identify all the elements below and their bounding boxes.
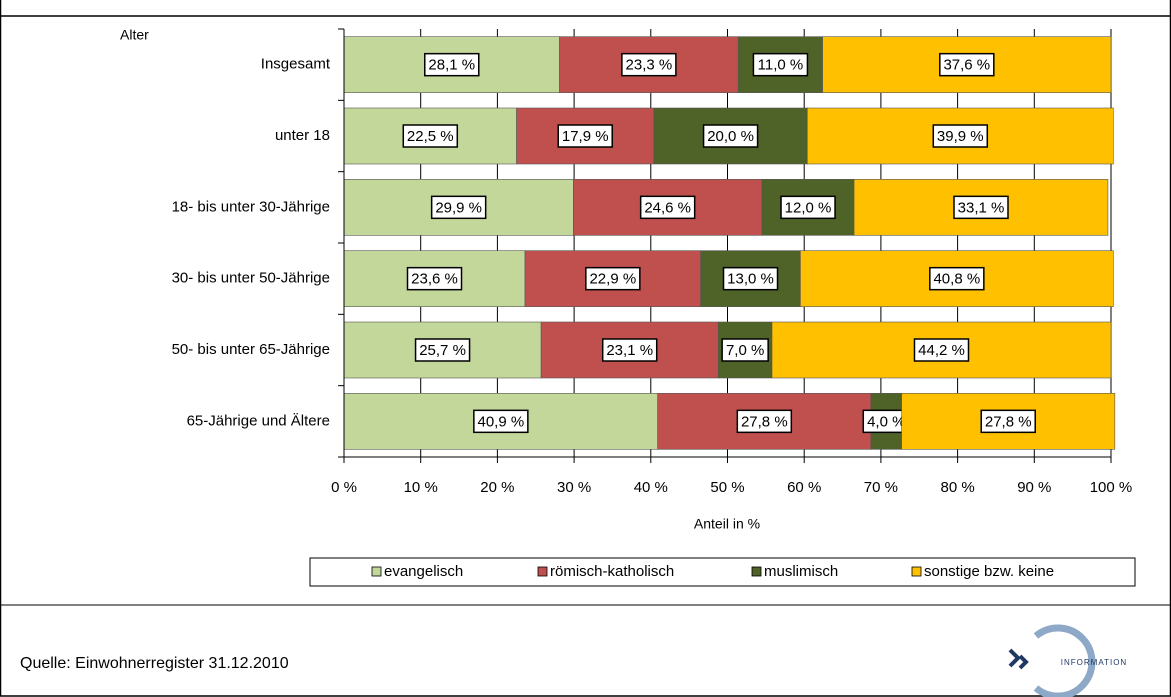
value-label: 29,9 % <box>435 199 482 216</box>
legend-marker <box>371 566 382 577</box>
value-label: 23,3 % <box>626 57 673 74</box>
value-label-box <box>736 409 793 434</box>
y-tick-label: Insgesamt <box>261 56 331 73</box>
value-label-box <box>406 266 463 291</box>
value-label: 22,5 % <box>407 128 454 145</box>
value-label-box <box>702 124 759 148</box>
value-label-box <box>780 195 836 220</box>
value-label-box <box>621 52 677 77</box>
value-label: 23,6 % <box>411 271 458 288</box>
x-axis-title: Anteil in % <box>694 516 760 532</box>
y-tick-label: 30- bis unter 50-Jährige <box>172 270 330 287</box>
x-tick-label: 10 % <box>404 479 438 496</box>
value-label: 44,2 % <box>918 342 965 359</box>
value-label: 25,7 % <box>419 342 466 359</box>
value-label-box <box>953 195 1009 220</box>
x-tick-label: 50 % <box>710 479 744 496</box>
value-label-box <box>721 338 769 362</box>
x-tick-label: 30 % <box>557 479 591 496</box>
value-label-box <box>601 338 658 362</box>
value-label: 24,6 % <box>644 199 691 216</box>
x-tick-label: 90 % <box>1017 479 1051 496</box>
legend-marker <box>537 566 548 577</box>
value-label: 39,9 % <box>937 128 984 145</box>
logo-arc <box>1033 624 1096 697</box>
value-label: 27,8 % <box>985 413 1032 430</box>
value-label-box <box>929 266 985 291</box>
x-tick-label: 70 % <box>864 479 898 496</box>
logo-arrow <box>1008 648 1029 670</box>
x-tick-label: 60 % <box>787 479 821 496</box>
legend-label: römisch-katholisch <box>550 563 674 580</box>
value-label-box <box>557 124 613 148</box>
y-tick-label: 50- bis unter 65-Jährige <box>172 341 330 358</box>
value-label: 33,1 % <box>958 199 1005 216</box>
y-tick-label: 18- bis unter 30-Jährige <box>172 198 330 215</box>
value-label: 11,0 % <box>758 57 804 74</box>
value-label: 40,9 % <box>477 413 524 430</box>
value-label: 7,0 % <box>726 342 764 359</box>
value-label: 13,0 % <box>727 271 774 288</box>
legend-marker <box>751 566 762 577</box>
value-label: 37,6 % <box>943 57 990 74</box>
value-label: 4,0 % <box>867 413 905 430</box>
x-tick-label: 0 % <box>331 479 357 496</box>
legend-box <box>309 557 1136 587</box>
value-label-box <box>639 195 696 220</box>
value-label-box <box>424 52 480 77</box>
value-label-box <box>932 124 989 148</box>
value-label-box <box>939 52 995 77</box>
value-label: 23,1 % <box>606 342 653 359</box>
legend-marker <box>911 566 922 577</box>
value-label: 27,8 % <box>741 413 788 430</box>
category-axis-title: Alter <box>120 27 149 43</box>
logo-text: INFORMATION <box>1061 658 1127 667</box>
value-label-box <box>585 266 641 291</box>
value-label: 12,0 % <box>785 199 832 216</box>
legend-label: muslimisch <box>764 563 838 580</box>
value-label-box <box>414 338 471 362</box>
value-label: 20,0 % <box>707 128 754 145</box>
value-label: 22,9 % <box>589 271 636 288</box>
value-label-box <box>980 409 1036 434</box>
value-label-box <box>473 409 529 434</box>
x-tick-label: 40 % <box>634 479 668 496</box>
x-tick-label: 20 % <box>480 479 514 496</box>
x-tick-label: 80 % <box>940 479 974 496</box>
value-label-box <box>752 52 809 77</box>
value-label: 17,9 % <box>562 128 609 145</box>
y-tick-label: 65-Jährige und Ältere <box>187 412 330 429</box>
value-label: 40,8 % <box>933 271 980 288</box>
value-label: 28,1 % <box>428 57 475 74</box>
logo: INFORMATION <box>1008 624 1127 697</box>
y-tick-label: unter 18 <box>275 127 330 144</box>
value-label-box <box>913 338 970 362</box>
legend-label: sonstige bzw. keine <box>924 563 1054 580</box>
x-tick-label: 100 % <box>1090 479 1133 496</box>
legend-label: evangelisch <box>384 563 463 580</box>
value-label-box <box>402 124 459 148</box>
source: Quelle: Einwohnerregister 31.12.2010 <box>20 655 289 672</box>
value-label-box <box>722 266 779 291</box>
value-label-box <box>430 195 487 220</box>
